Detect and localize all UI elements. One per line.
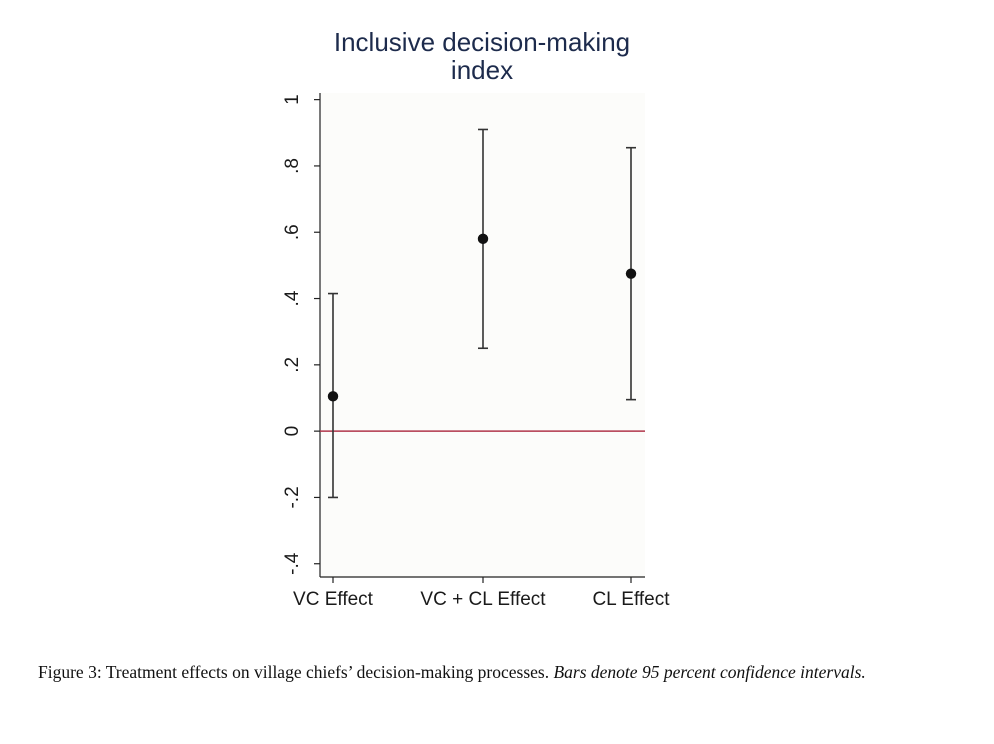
y-tick-label: 0 <box>282 426 303 437</box>
x-axis: VC Effect VC + CL Effect CL Effect <box>293 576 670 610</box>
y-tick-label: .8 <box>282 158 303 174</box>
caption-note: Bars denote 95 percent confidence interv… <box>553 662 866 682</box>
figure-caption: Figure 3: Treatment effects on village c… <box>38 660 938 685</box>
point-estimate-marker <box>327 391 339 402</box>
y-tick-label: .6 <box>282 224 303 240</box>
series-estimates <box>327 128 637 499</box>
y-tick-label: 1 <box>282 94 303 105</box>
y-tick-label: -.4 <box>282 552 303 575</box>
point-estimate-marker <box>477 233 489 245</box>
x-tick-label: VC Effect <box>293 589 374 610</box>
caption-main: Figure 3: Treatment effects on village c… <box>38 662 554 682</box>
y-tick-label: .2 <box>282 357 303 373</box>
chart-title-line: Inclusive decision-making <box>334 27 630 57</box>
x-tick-label: VC + CL Effect <box>420 589 546 610</box>
x-tick-label: CL Effect <box>592 589 670 610</box>
y-tick-label: -.2 <box>282 486 303 508</box>
y-axis: -.4 -.2 0 .2 .4 .6 .8 1 <box>282 93 321 577</box>
y-tick-label: .4 <box>282 290 303 306</box>
point-estimate-marker <box>625 268 637 279</box>
chart-title-line: index <box>451 55 513 85</box>
